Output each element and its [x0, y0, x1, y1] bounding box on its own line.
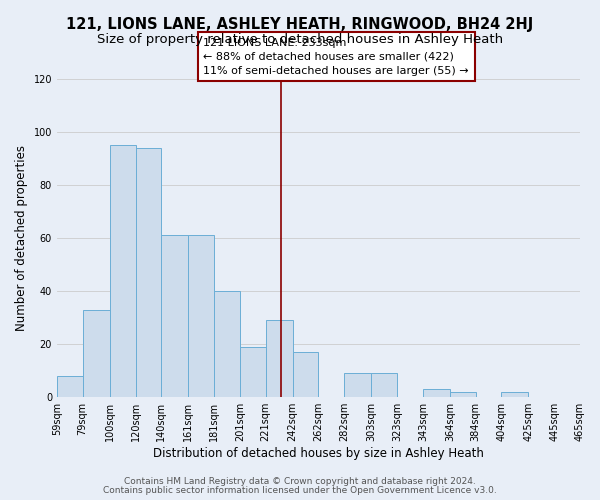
- Bar: [83, 310, 110, 397]
- Bar: [371, 374, 397, 397]
- Bar: [450, 392, 476, 397]
- Bar: [240, 347, 266, 397]
- Text: 121, LIONS LANE, ASHLEY HEATH, RINGWOOD, BH24 2HJ: 121, LIONS LANE, ASHLEY HEATH, RINGWOOD,…: [67, 18, 533, 32]
- Bar: [423, 390, 450, 397]
- X-axis label: Distribution of detached houses by size in Ashley Heath: Distribution of detached houses by size …: [153, 447, 484, 460]
- Bar: [57, 376, 83, 397]
- Text: Contains public sector information licensed under the Open Government Licence v3: Contains public sector information licen…: [103, 486, 497, 495]
- Y-axis label: Number of detached properties: Number of detached properties: [15, 145, 28, 331]
- Bar: [293, 352, 319, 397]
- Bar: [502, 392, 529, 397]
- Text: 121 LIONS LANE: 233sqm
← 88% of detached houses are smaller (422)
11% of semi-de: 121 LIONS LANE: 233sqm ← 88% of detached…: [203, 38, 469, 76]
- Bar: [214, 291, 240, 397]
- Text: Size of property relative to detached houses in Ashley Heath: Size of property relative to detached ho…: [97, 32, 503, 46]
- Bar: [344, 374, 371, 397]
- Bar: [188, 236, 214, 397]
- Bar: [161, 236, 188, 397]
- Bar: [110, 146, 136, 397]
- Text: Contains HM Land Registry data © Crown copyright and database right 2024.: Contains HM Land Registry data © Crown c…: [124, 477, 476, 486]
- Bar: [266, 320, 293, 397]
- Bar: [136, 148, 161, 397]
